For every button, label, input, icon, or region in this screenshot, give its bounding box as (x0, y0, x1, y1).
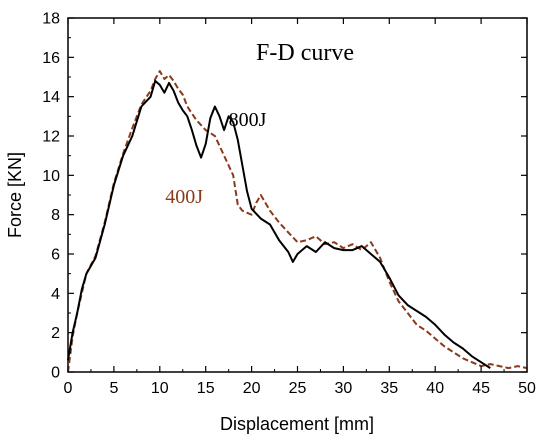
x-tick-label: 5 (109, 380, 118, 397)
y-tick-label: 12 (42, 129, 60, 146)
y-tick-label: 8 (51, 207, 60, 224)
y-tick-label: 4 (51, 286, 60, 303)
y-tick-label: 16 (42, 50, 60, 67)
annotation-layer: 800J 400J (165, 109, 266, 208)
series-layer (67, 70, 528, 373)
x-axis-title: Displacement [mm] (220, 414, 374, 434)
tick-layer: 0 5 10 15 20 25 30 35 40 45 50 0 2 4 6 8 10 12 14 16 18 (42, 11, 536, 398)
y-tick-label: 6 (51, 247, 60, 264)
x-tick-label: 25 (289, 380, 307, 397)
x-tick-label: 15 (197, 380, 215, 397)
x-tick-label: 10 (151, 380, 169, 397)
x-tick-label: 35 (380, 380, 398, 397)
series-label-400j: 400J (165, 186, 203, 208)
plot-frame (67, 17, 528, 373)
x-tick-label: 30 (335, 380, 353, 397)
plot-border (67, 17, 528, 373)
x-tick-label: 0 (64, 380, 73, 397)
y-tick-label: 14 (42, 89, 60, 106)
series-line-400j (67, 70, 528, 373)
y-tick-label: 2 (51, 325, 60, 342)
x-tick-label: 45 (472, 380, 490, 397)
y-tick-label: 18 (42, 11, 60, 28)
x-tick-label: 40 (426, 380, 444, 397)
series-label-800j: 800J (229, 109, 267, 131)
y-tick-label: 0 (51, 365, 60, 382)
chart-title: F-D curve (256, 40, 354, 66)
y-tick-label: 10 (42, 168, 60, 185)
series-line-800j (67, 79, 491, 369)
y-axis-title: Force [KN] (5, 152, 25, 238)
x-tick-label: 50 (518, 380, 536, 397)
x-tick-label: 20 (243, 380, 261, 397)
